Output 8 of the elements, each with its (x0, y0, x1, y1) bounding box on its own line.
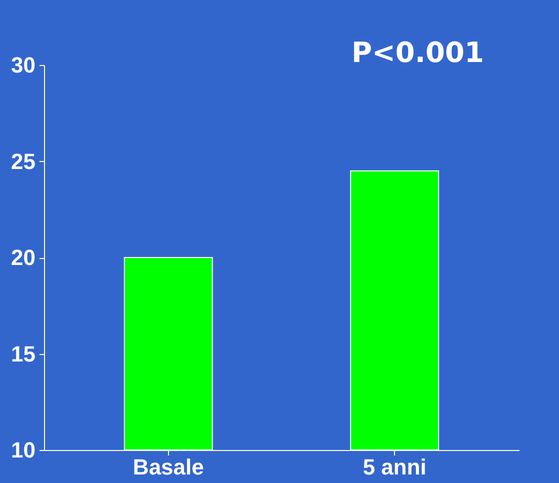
y-tick-label: 20 (11, 245, 36, 270)
y-tick-label: 25 (11, 148, 36, 174)
y-tick-label: 30 (11, 52, 36, 78)
y-tick-label: 10 (11, 438, 36, 462)
x-tick-label: 5 anni (362, 454, 426, 480)
y-tick-label: 15 (11, 341, 36, 366)
x-tick-label: Basale (132, 454, 204, 480)
annotation: P<0.001 (351, 36, 484, 69)
